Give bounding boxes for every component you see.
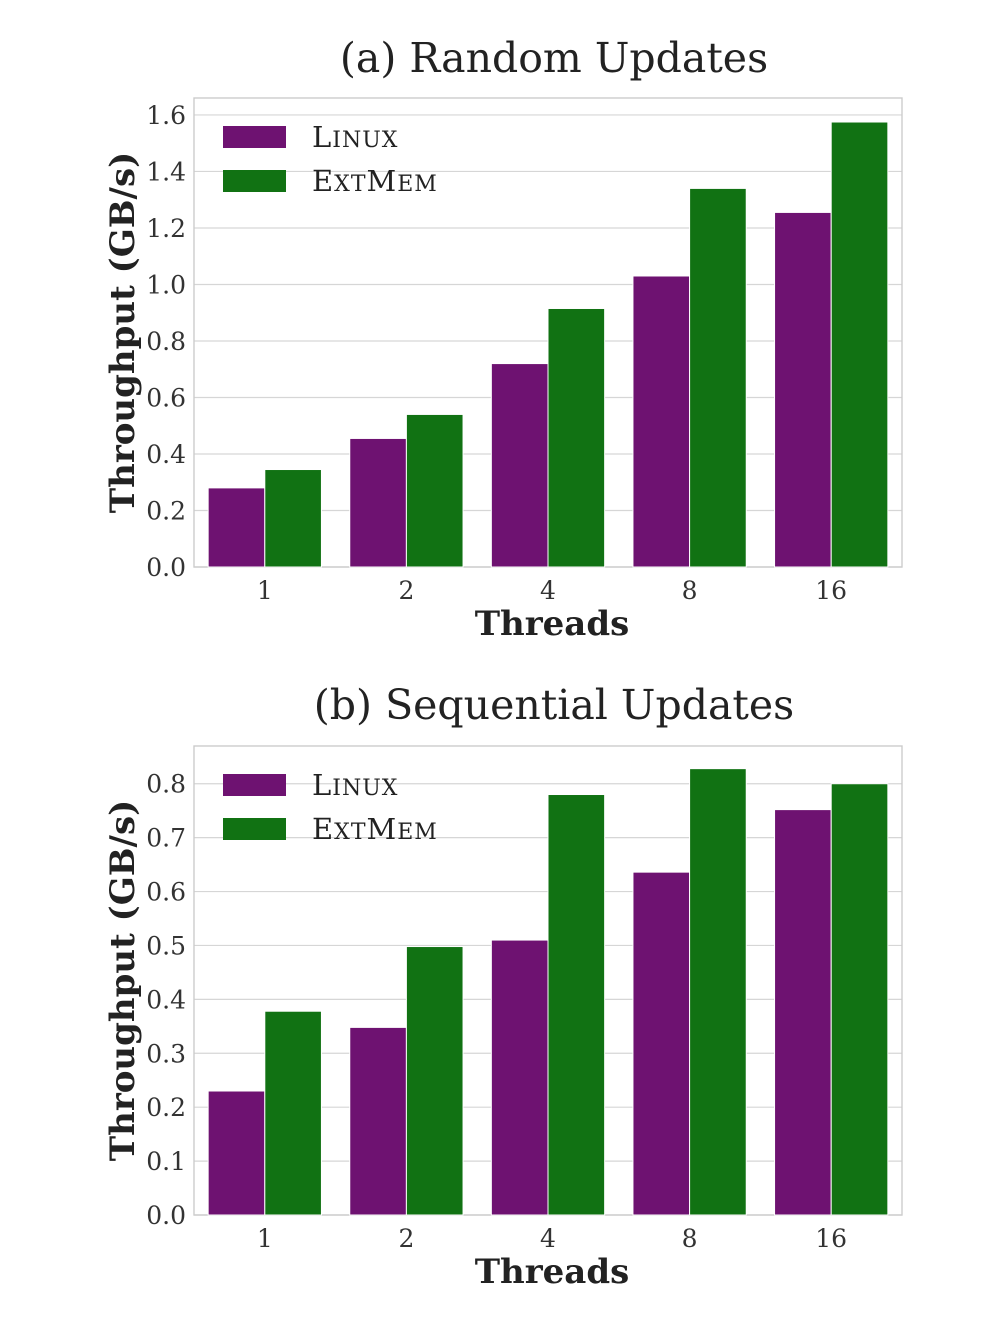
x-tick-label: 1 [257,576,273,605]
x-axis-label: Threads [475,604,630,644]
bar-linux-1 [207,487,266,568]
x-tick-label: 2 [398,1224,414,1253]
legend-swatch-linux [223,126,286,148]
y-tick-label: 0.8 [146,770,186,799]
bar-linux-4 [490,363,549,568]
y-tick-label: 1.6 [146,101,186,130]
legend-label-extmem: EXTMEM [312,812,438,846]
x-tick-label: 16 [815,1224,847,1253]
bar-linux-2 [349,437,407,568]
y-tick-label: 1.2 [146,214,186,243]
bar-extmem-2 [405,413,464,568]
y-tick-label: 0.6 [146,383,186,412]
x-tick-label: 1 [257,1224,273,1253]
bar-extmem-8 [689,187,747,568]
y-tick-label: 0.4 [146,440,186,469]
bar-extmem-8 [689,768,747,1216]
legend-label-linux: LINUX [312,768,398,802]
legend-label-extmem: EXTMEM [312,164,438,198]
x-tick-label: 16 [815,576,847,605]
x-tick-label: 8 [682,576,698,605]
y-tick-label: 0.0 [146,553,186,582]
y-tick-label: 0.7 [146,824,186,853]
x-tick-label: 2 [398,576,414,605]
y-tick-label: 0.8 [146,327,186,356]
legend: LINUX EXTMEM [223,120,438,198]
chart-panel-2: (b) Sequential Updates 0.0 0.1 0.2 0.3 0.4 0.5… [103,681,903,1292]
bar-linux-1 [207,1090,266,1216]
x-tick-label: 4 [540,576,556,605]
y-tick-label: 0.1 [146,1147,186,1176]
bar-linux-8 [632,275,691,568]
y-tick-label: 0.2 [146,496,186,525]
bar-extmem-4 [547,794,606,1216]
legend: LINUX EXTMEM [223,768,438,846]
y-tick-label: 0.2 [146,1093,186,1122]
y-tick-label: 0.6 [146,878,186,907]
bar-extmem-4 [547,307,606,568]
x-axis-label: Threads [475,1252,630,1292]
y-tick-label: 0.5 [146,931,186,960]
y-axis-label: Throughput (GB/s) [103,800,143,1161]
y-tick-label: 0.4 [146,985,186,1014]
bar-linux-16 [774,211,832,568]
bar-extmem-1 [264,469,322,568]
chart-title: (a) Random Updates [340,34,768,82]
bar-linux-16 [774,809,832,1216]
bar-extmem-2 [405,946,464,1216]
bar-linux-4 [490,939,549,1216]
legend-swatch-extmem [223,170,286,192]
legend-swatch-extmem [223,818,286,840]
bar-extmem-16 [830,121,889,568]
chart-panel-1: (a) Random Updates 0.0 0.2 0.4 0.6 0.8 1.0 1.2 1… [103,34,903,644]
x-tick-label: 8 [682,1224,698,1253]
chart-title: (b) Sequential Updates [314,681,794,729]
y-tick-label: 1.4 [146,157,186,186]
legend-label-linux: LINUX [312,120,398,154]
y-tick-label: 1.0 [146,270,186,299]
y-axis-label: Throughput (GB/s) [103,152,143,513]
y-tick-label: 0.3 [146,1039,186,1068]
bar-extmem-16 [830,783,889,1216]
bar-linux-8 [632,871,691,1216]
bar-extmem-1 [264,1010,322,1216]
y-tick-label: 0.0 [146,1201,186,1230]
x-tick-label: 4 [540,1224,556,1253]
bar-linux-2 [349,1026,407,1216]
legend-swatch-linux [223,774,286,796]
